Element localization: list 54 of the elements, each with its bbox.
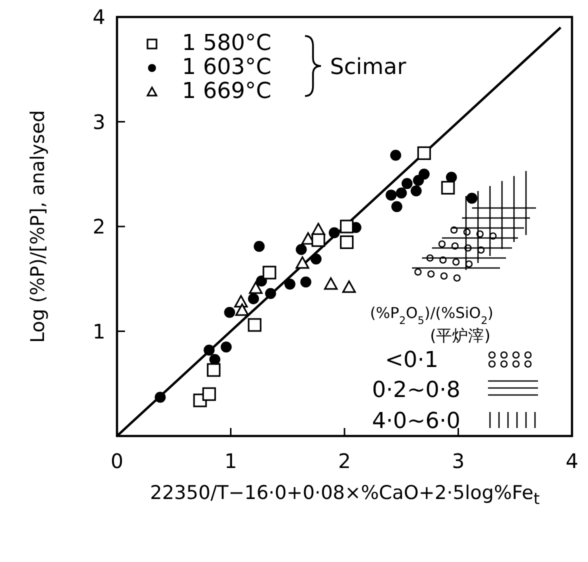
point [265, 288, 276, 300]
point [296, 244, 307, 256]
annotation: (平炉滓) [430, 326, 490, 345]
point [248, 318, 262, 332]
point [202, 387, 216, 401]
x-tick-label: 4 [566, 449, 578, 473]
point [410, 185, 422, 196]
legend-label: 1 580°C [182, 31, 272, 56]
x-tick-label: 1 [224, 449, 238, 473]
x-tick-label: 2 [338, 449, 351, 473]
y-axis-title: Log (%P)/[%P], analysed [27, 110, 49, 343]
point [418, 168, 430, 180]
point [402, 178, 413, 190]
annotation: (%P$_{2}$O$_{5}$)/(%SiO$_{2}$) [370, 304, 494, 327]
point [235, 304, 249, 316]
x-tick-label: 3 [452, 449, 465, 473]
point [324, 277, 338, 290]
point [328, 227, 340, 238]
point [466, 192, 478, 204]
point [342, 280, 356, 293]
point [254, 240, 265, 252]
point [206, 363, 220, 377]
point [248, 293, 259, 304]
point [204, 344, 215, 356]
point [441, 180, 455, 195]
point [340, 220, 354, 234]
point [300, 276, 312, 288]
annotation: Scimar [330, 55, 408, 80]
point [154, 392, 166, 403]
point [248, 282, 263, 294]
point [390, 150, 402, 161]
legend-label: 1 669°C [182, 79, 272, 104]
point [386, 190, 397, 201]
point [340, 235, 354, 250]
annotation: 4·0~6·0 [372, 409, 460, 434]
point [396, 187, 407, 198]
annotation: <0·1 [385, 348, 438, 373]
point [262, 266, 276, 280]
point [224, 306, 236, 318]
y-tick-label: 3 [92, 110, 106, 134]
point [220, 341, 232, 352]
point [296, 256, 310, 269]
point [391, 201, 402, 212]
point [312, 233, 326, 247]
point [310, 253, 322, 264]
y-tick-label: 4 [92, 5, 106, 29]
point [417, 146, 431, 160]
legend-label: 1 603°C [182, 55, 272, 80]
annotation: 0·2~0·8 [372, 378, 460, 403]
y-tick-label: 2 [92, 214, 106, 238]
point [284, 278, 296, 290]
y-tick-label: 1 [92, 319, 106, 344]
x-axis-title: 22350/T−16·0+0·08×%CaO+2·5log%Fe$_{t}$ [150, 481, 540, 510]
x-tick-label: 0 [110, 449, 124, 473]
